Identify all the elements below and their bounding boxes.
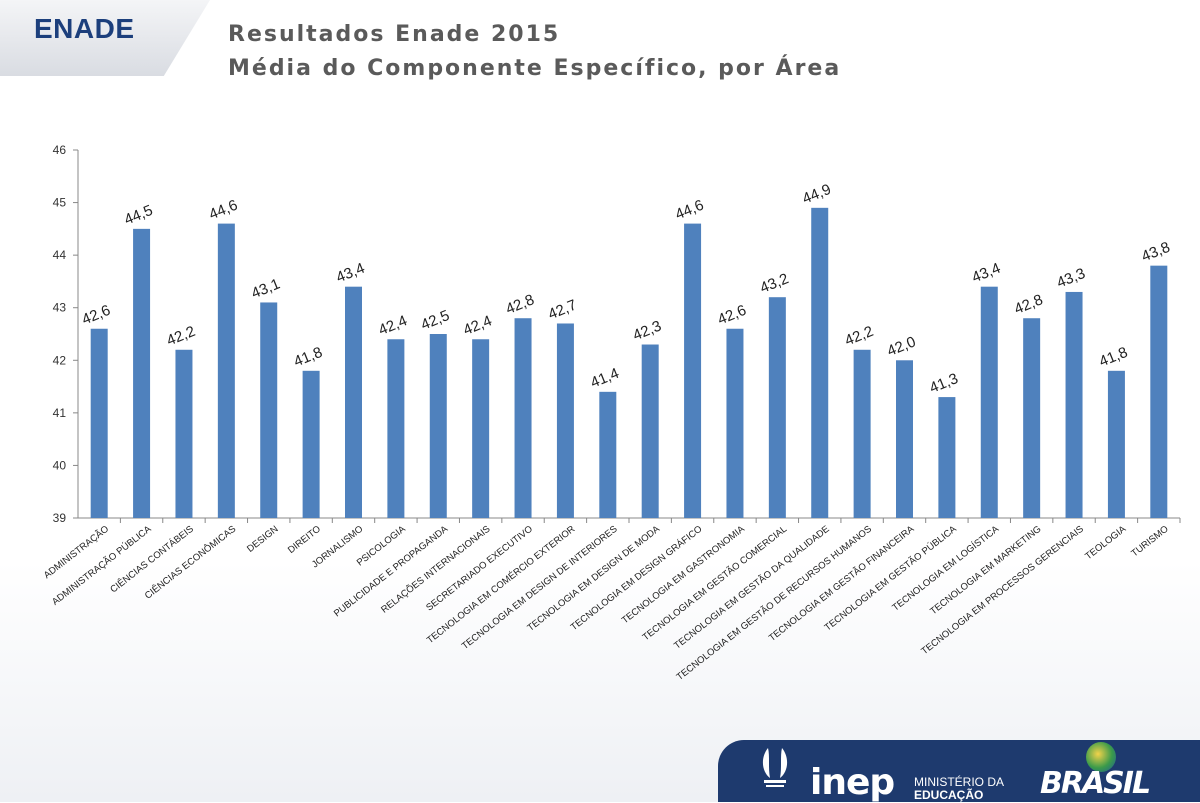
bar	[980, 286, 998, 518]
x-category-label: TECNOLOGIA EM PROCESSOS GERENCIAIS	[919, 524, 1086, 657]
x-category-label: TURISMO	[1129, 524, 1170, 560]
bar-data-label: 41,8	[1097, 344, 1130, 371]
bar-data-label: 44,9	[800, 181, 833, 208]
y-tick-label: 42	[53, 353, 67, 367]
bar	[726, 328, 744, 518]
bar-data-label: 42,6	[79, 302, 112, 329]
bar	[429, 334, 447, 518]
bar	[1150, 265, 1168, 518]
bar	[260, 302, 278, 518]
bar	[345, 286, 362, 518]
x-category-label: DESIGN	[245, 524, 281, 555]
bar	[853, 349, 871, 518]
bar-data-label: 42,2	[842, 323, 875, 350]
bar-data-label: 42,8	[1012, 291, 1045, 318]
bar	[599, 391, 617, 518]
y-tick-label: 46	[53, 143, 67, 157]
bar	[217, 223, 235, 518]
y-tick-label: 39	[53, 511, 67, 525]
x-category-label: TECNOLOGIA EM GESTÃO DA QUALIDADE	[672, 524, 831, 652]
x-category-label: TEOLOGIA	[1083, 523, 1129, 562]
bar-data-label: 44,6	[207, 197, 240, 224]
bar-data-label: 43,4	[334, 260, 367, 287]
bar-data-label: 43,3	[1054, 265, 1087, 292]
bar-data-label: 41,8	[291, 344, 324, 371]
y-tick-label: 43	[53, 301, 67, 315]
bar	[896, 360, 913, 518]
brasil-logo-text: BRASIL	[1040, 766, 1151, 801]
bar	[1107, 370, 1125, 518]
bar	[387, 339, 405, 518]
brand-logo-text: ENADE	[34, 13, 135, 44]
bar	[302, 370, 320, 518]
bar-data-label: 43,1	[249, 275, 282, 302]
bar-data-label: 41,3	[927, 370, 960, 397]
bar-data-label: 42,6	[715, 302, 748, 329]
bar	[472, 339, 490, 518]
bar	[133, 228, 151, 518]
bar-data-label: 43,4	[970, 260, 1003, 287]
bar	[514, 318, 532, 518]
x-category-label: TECNOLOGIA EM DESIGN DE INTERIORES	[460, 524, 620, 652]
x-category-label: TECNOLOGIA EM COMÉRCIO EXTERIOR	[425, 524, 577, 646]
bar	[1023, 318, 1041, 518]
globe-icon	[1086, 742, 1116, 772]
bar	[1065, 291, 1083, 518]
bar-data-label: 42,2	[164, 323, 197, 350]
chart-title: Resultados Enade 2015	[228, 22, 561, 47]
bar	[938, 397, 956, 518]
y-tick-label: 40	[53, 458, 67, 472]
bar	[90, 328, 108, 518]
x-category-label: DIREITO	[286, 524, 323, 556]
inep-logo-text: inep	[810, 762, 895, 803]
footer-logos: inep MINISTÉRIO DA EDUCAÇÃO BRASIL	[718, 740, 1200, 803]
bar-data-label: 42,0	[885, 333, 918, 360]
bar	[811, 207, 829, 518]
bar-data-label: 41,4	[588, 365, 621, 392]
bar-data-label: 42,4	[461, 312, 494, 339]
bar-chart: 394041424344454642,6ADMINISTRAÇÃO44,5ADM…	[42, 143, 1181, 683]
bar	[641, 344, 659, 518]
y-tick-label: 41	[53, 406, 67, 420]
ministerio-logo-text: MINISTÉRIO DA EDUCAÇÃO	[914, 776, 1004, 802]
bar-data-label: 43,2	[758, 270, 791, 297]
bar-data-label: 43,8	[1139, 239, 1172, 266]
bar-data-label: 44,6	[673, 197, 706, 224]
y-tick-label: 45	[53, 196, 67, 210]
bar	[175, 349, 193, 518]
chart-subtitle: Média do Componente Específico, por Área	[228, 56, 842, 81]
inep-80-years-icon	[762, 748, 788, 787]
ministerio-line2: EDUCAÇÃO	[914, 788, 984, 802]
x-category-label: TECNOLOGIA EM GESTÃO DE RECURSOS HUMANOS	[675, 524, 874, 683]
bar-data-label: 42,3	[630, 318, 663, 345]
bar-data-label: 42,4	[376, 312, 409, 339]
y-tick-label: 44	[53, 248, 67, 262]
bar	[768, 297, 786, 518]
bar	[684, 223, 702, 518]
bar-data-label: 44,5	[122, 202, 155, 229]
bar	[556, 323, 574, 518]
bar-data-label: 42,7	[546, 296, 579, 323]
bar-data-label: 42,5	[419, 307, 452, 334]
bar-data-label: 42,8	[503, 291, 536, 318]
ministerio-line1: MINISTÉRIO DA	[914, 775, 1005, 789]
